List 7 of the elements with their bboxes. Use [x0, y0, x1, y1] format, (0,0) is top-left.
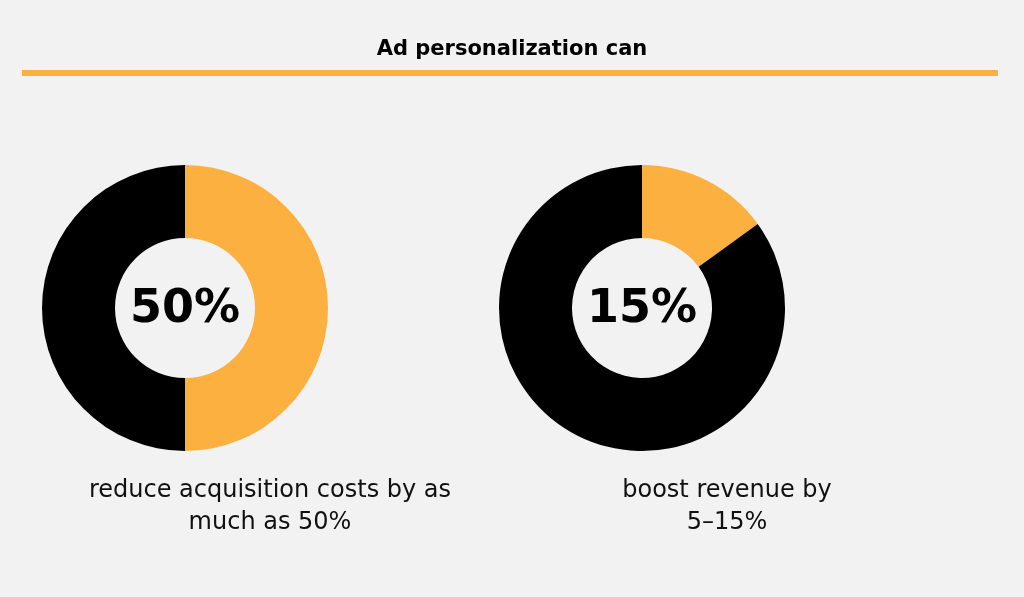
text: boost revenue by 5–15% [621, 474, 833, 537]
text: reduce acquisition costs by as much as 50% [87, 474, 453, 537]
donut-slice [499, 165, 785, 451]
chart-title: Ad personalization can [375, 36, 649, 60]
data-label: 15% [586, 279, 698, 333]
data-label: 50% [129, 279, 241, 333]
donut-slice [642, 165, 758, 267]
